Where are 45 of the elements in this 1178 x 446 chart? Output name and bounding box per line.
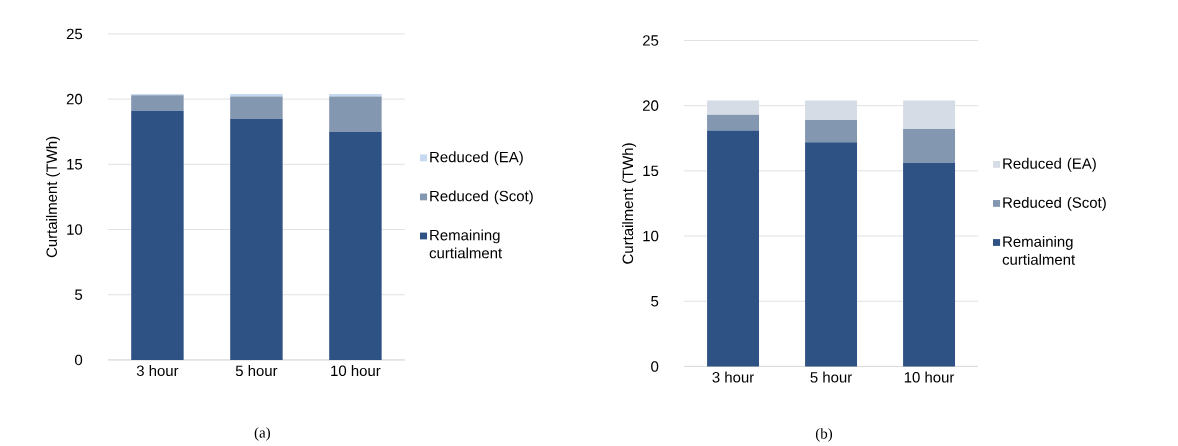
bar bbox=[230, 96, 283, 119]
bar bbox=[805, 100, 858, 120]
bar bbox=[903, 100, 956, 130]
bar bbox=[805, 119, 858, 143]
y-axis-title: Curtailment (TWh) bbox=[622, 143, 637, 264]
text: (b) bbox=[815, 428, 833, 442]
legend-label: Remaining curtialment bbox=[1002, 235, 1076, 265]
y-axis-title: Curtailment (TWh) bbox=[46, 136, 60, 258]
bar bbox=[230, 93, 283, 97]
x-tick-label: 5 hour bbox=[235, 365, 278, 377]
y-tick-label: 15 bbox=[643, 165, 659, 177]
x-tick-label: 3 hour bbox=[712, 371, 754, 383]
y-tick-label: 20 bbox=[66, 93, 83, 105]
y-tick-label: 25 bbox=[643, 35, 659, 46]
bar bbox=[707, 114, 760, 131]
legend-label: Reduced (Scot) bbox=[1003, 196, 1106, 211]
bar bbox=[707, 100, 760, 115]
y-tick-label: 5 bbox=[75, 289, 83, 300]
bar bbox=[230, 118, 283, 360]
bar bbox=[329, 131, 382, 360]
text: (a) bbox=[254, 427, 270, 441]
x-tick-label: 5 hour bbox=[810, 371, 852, 383]
bar bbox=[131, 95, 184, 111]
y-tick-label: 10 bbox=[643, 230, 659, 242]
y-tick-label: 25 bbox=[66, 28, 83, 40]
x-tick-label: 10 hour bbox=[331, 365, 381, 377]
legend-label: Reduced (EA) bbox=[430, 151, 523, 166]
bar bbox=[707, 130, 760, 367]
bar bbox=[131, 110, 184, 360]
y-tick-label: 15 bbox=[67, 159, 83, 170]
legend-label: Reduced (EA) bbox=[1003, 157, 1096, 172]
y-tick-label: 0 bbox=[75, 354, 83, 366]
legend-label: Reduced (Scot) bbox=[430, 190, 533, 205]
bar bbox=[329, 93, 382, 97]
y-tick-label: 10 bbox=[67, 224, 83, 235]
y-tick-label: 0 bbox=[651, 361, 659, 372]
y-tick-label: 5 bbox=[651, 296, 659, 307]
y-tick-label: 20 bbox=[643, 100, 659, 111]
bar bbox=[805, 142, 858, 367]
bar bbox=[903, 163, 956, 367]
x-tick-label: 10 hour bbox=[904, 371, 955, 383]
legend-label: Remaining curtialment bbox=[429, 229, 503, 259]
bar bbox=[903, 129, 956, 164]
bar bbox=[329, 96, 382, 132]
x-tick-label: 3 hour bbox=[136, 365, 179, 377]
